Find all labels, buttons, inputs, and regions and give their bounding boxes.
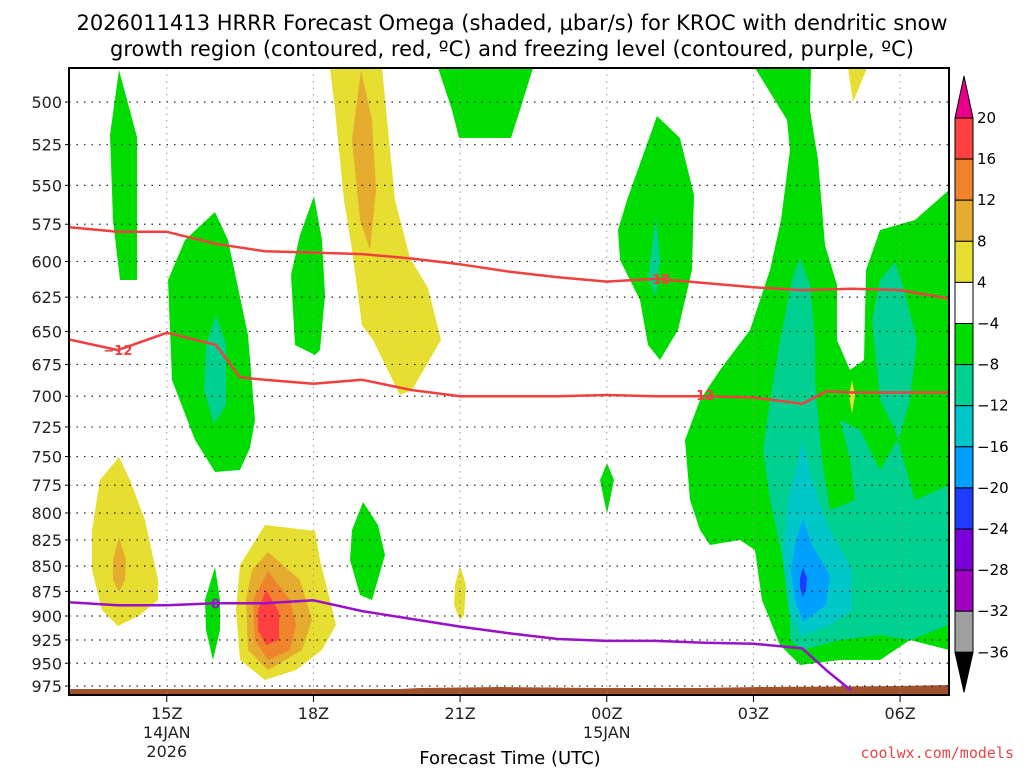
colorbar-swatch (954, 487, 974, 530)
contour-dgz-bottom (69, 331, 949, 405)
y-tick-label: 875 (31, 582, 62, 601)
x-tick-label: 00Z (591, 704, 622, 723)
credit-link[interactable]: coolwx.com/models (860, 744, 1014, 762)
x-tick-year: 2026 (146, 742, 187, 761)
y-tick-label: 850 (31, 557, 62, 576)
colorbar-label: 4 (977, 273, 987, 291)
y-tick-label: 500 (31, 93, 62, 112)
colorbar-swatch (954, 528, 974, 571)
y-tick-label: 675 (31, 355, 62, 374)
y-tick-label: 925 (31, 631, 62, 650)
y-tick-label: 775 (31, 476, 62, 495)
colorbar-label: 20 (977, 109, 996, 127)
y-tick-label: 750 (31, 448, 62, 467)
colorbar-swatch (954, 240, 974, 283)
y-tick-label: 700 (31, 387, 62, 406)
omega-region-neg4 (110, 70, 150, 280)
contour-dgz-top (69, 226, 949, 300)
colorbar-swatch (954, 364, 974, 407)
omega-region-neg4 (438, 68, 533, 138)
y-tick-label: 650 (31, 322, 62, 341)
y-tick-label: 800 (31, 504, 62, 523)
x-axis-label: Forecast Time (UTC) (419, 748, 600, 768)
omega-region-pos4 (92, 457, 158, 626)
contour-label: −18 (641, 273, 670, 288)
y-tick-label: 975 (31, 677, 62, 696)
chart-title-line1: 2026011413 HRRR Forecast Omega (shaded, … (76, 11, 947, 35)
contour-freezing-level (69, 599, 852, 692)
y-tick-label: 725 (31, 418, 62, 437)
contour-label: 0 (211, 597, 220, 612)
omega-region-neg16 (791, 519, 830, 622)
plot-frame (68, 67, 950, 696)
x-tick-label: 06Z (884, 704, 915, 723)
colorbar-swatch (954, 199, 974, 242)
x-tick-date: 15JAN (583, 723, 631, 742)
x-tick-label: 18Z (298, 704, 329, 723)
y-tick-label: 950 (31, 654, 62, 673)
colorbar-swatch (954, 610, 974, 653)
grid (69, 68, 949, 695)
colorbar-swatch (954, 323, 974, 366)
x-tick-label: 03Z (738, 704, 769, 723)
colorbar-max-arrow (954, 75, 974, 119)
y-tick-label: 900 (31, 607, 62, 626)
colorbar-swatch (954, 158, 974, 201)
colorbar-label: 16 (977, 150, 996, 168)
omega-region-neg20 (800, 568, 807, 597)
y-tick-label: 550 (31, 176, 62, 195)
colorbar-label: −24 (977, 520, 1009, 538)
y-tick-label: 575 (31, 215, 62, 234)
ground-terrain (69, 685, 949, 695)
colorbar-min-arrow (954, 651, 974, 693)
plot-area: −18 −12 −12 0 (69, 68, 949, 695)
colorbar-label: −20 (977, 479, 1009, 497)
omega-region-neg4 (291, 196, 325, 355)
omega-region-neg4 (600, 463, 614, 514)
colorbar-label: 8 (977, 232, 987, 250)
x-tick-label: 15Z (151, 704, 182, 723)
colorbar-swatch (954, 117, 974, 160)
y-tick-label: 825 (31, 531, 62, 550)
y-axis: 500 525 550 575 600 625 650 675 700 725 750 775 800 8… (31, 93, 69, 696)
chart-title-line2: growth region (contoured, red, ºC) and f… (110, 37, 914, 61)
omega-region-pos4 (848, 68, 867, 102)
omega-region-pos4 (849, 380, 855, 414)
omega-region-neg4 (205, 567, 220, 660)
colorbar-swatch (954, 569, 974, 612)
colorbar-label: −12 (977, 397, 1009, 415)
x-tick-label: 21Z (444, 704, 475, 723)
omega-region-pos4 (454, 566, 466, 620)
omega-region-neg4 (350, 502, 385, 600)
omega-region-pos8 (352, 70, 376, 250)
omega-region-pos8 (113, 537, 126, 592)
colorbar-swatch (954, 446, 974, 489)
y-tick-label: 600 (31, 252, 62, 271)
y-tick-label: 525 (31, 136, 62, 155)
contour-label: −12 (685, 389, 714, 404)
colorbar-label: −16 (977, 438, 1009, 456)
colorbar-swatch (954, 405, 974, 448)
colorbar-label: −28 (977, 561, 1009, 579)
colorbar: 20 16 12 8 4 −4 −8 −12 −16 −20 −24 −28 −32 −36 (954, 75, 1009, 693)
contour-label: −12 (103, 344, 132, 359)
contours: −18 −12 −12 0 (69, 226, 949, 692)
colorbar-label: −32 (977, 602, 1009, 620)
colorbar-label: −36 (977, 643, 1009, 661)
x-tick-date: 14JAN (143, 723, 191, 742)
omega-region-neg8 (648, 215, 660, 297)
colorbar-label: −8 (977, 356, 999, 374)
colorbar-swatch (954, 281, 974, 324)
colorbar-label: −4 (977, 315, 999, 333)
y-tick-label: 625 (31, 288, 62, 307)
colorbar-label: 12 (977, 191, 996, 209)
